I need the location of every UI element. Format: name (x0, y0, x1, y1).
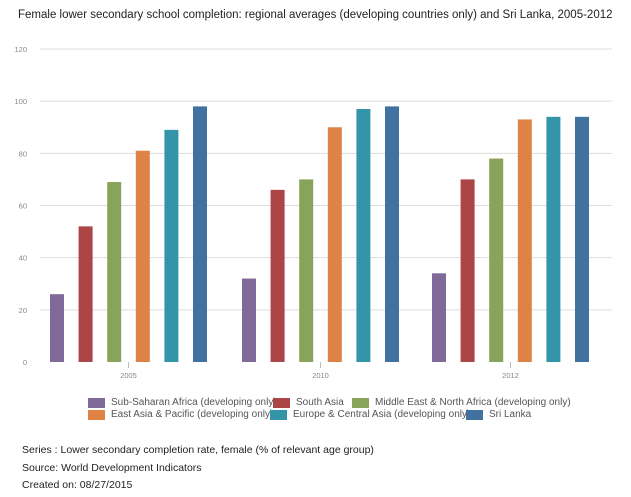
chart-title: Female lower secondary school completion… (18, 9, 613, 21)
legend-label: Sub-Saharan Africa (developing only) (111, 397, 277, 408)
legend-label: Sri Lanka (489, 409, 532, 420)
legend-label: Middle East & North Africa (developing o… (375, 397, 571, 408)
bar[interactable]: East Asia & Pacific (developing only) 20… (135, 150, 150, 362)
legend-swatch (270, 409, 287, 420)
footer-series: Series : Lower secondary completion rate… (22, 444, 374, 456)
bar[interactable]: Sri Lanka 2005: 98 (193, 106, 207, 362)
bar[interactable]: Middle East & North Africa (developing o… (299, 179, 314, 362)
bar[interactable]: South Asia 2010: 66 (270, 189, 285, 362)
legend-item[interactable]: Sub-Saharan Africa (developing only) (88, 397, 277, 408)
x-tick-label: 2010 (312, 371, 329, 380)
bars: Sub-Saharan Africa (developing only) 200… (50, 106, 589, 362)
x-tick-label: 2012 (502, 371, 519, 380)
legend-item[interactable]: Europe & Central Asia (developing only) (270, 409, 470, 420)
y-tick-label: 40 (19, 254, 27, 263)
legend-label: East Asia & Pacific (developing only) (111, 409, 274, 420)
bar[interactable]: East Asia & Pacific (developing only) 20… (517, 119, 532, 362)
legend-swatch (88, 397, 105, 408)
bar[interactable]: Sri Lanka 2012: 94 (575, 116, 589, 362)
legend-item[interactable]: Middle East & North Africa (developing o… (352, 397, 571, 408)
bar[interactable]: South Asia 2005: 52 (78, 226, 93, 362)
x-axis-ticks: 2005 2010 2012 (120, 362, 519, 380)
y-tick-label: 60 (19, 202, 27, 211)
bar[interactable]: Sri Lanka 2010: 98 (385, 106, 399, 362)
bar[interactable]: Sub-Saharan Africa (developing only) 201… (432, 273, 446, 362)
bar[interactable]: South Asia 2012: 70 (460, 179, 475, 362)
bar[interactable]: Sub-Saharan Africa (developing only) 201… (242, 278, 256, 362)
legend-swatch (273, 397, 290, 408)
legend-swatch (352, 397, 369, 408)
x-tick-label: 2005 (120, 371, 137, 380)
y-tick-label: 20 (19, 306, 27, 315)
bar[interactable]: Middle East & North Africa (developing o… (107, 182, 122, 362)
y-tick-label: 80 (19, 149, 27, 158)
bar[interactable]: Europe & Central Asia (developing only) … (546, 116, 561, 362)
legend-item[interactable]: Sri Lanka (466, 409, 531, 420)
legend-item[interactable]: South Asia (273, 397, 344, 408)
bar[interactable]: Europe & Central Asia (developing only) … (356, 108, 371, 362)
y-tick-label: 120 (14, 45, 27, 54)
legend-label: Europe & Central Asia (developing only) (293, 409, 471, 420)
bar[interactable]: East Asia & Pacific (developing only) 20… (327, 127, 342, 362)
y-tick-label: 100 (14, 97, 27, 106)
gridlines (40, 48, 612, 311)
footer-source: Source: World Development Indicators (22, 462, 202, 474)
y-axis-ticks: 0 20 40 60 80 100 120 (14, 45, 27, 367)
legend-item[interactable]: East Asia & Pacific (developing only) (88, 409, 273, 420)
legend-swatch (88, 409, 105, 420)
bar-chart: 0 20 40 60 80 100 120 Sub-Saharan Africa (deve… (14, 45, 612, 380)
legend-label: South Asia (296, 397, 344, 408)
bar[interactable]: Sub-Saharan Africa (developing only) 200… (50, 294, 64, 362)
legend-swatch (466, 409, 483, 420)
bar[interactable]: Europe & Central Asia (developing only) … (164, 129, 179, 362)
footer-created: Created on: 08/27/2015 (22, 479, 133, 491)
bar[interactable]: Middle East & North Africa (developing o… (489, 158, 504, 362)
y-tick-label: 0 (23, 358, 27, 367)
